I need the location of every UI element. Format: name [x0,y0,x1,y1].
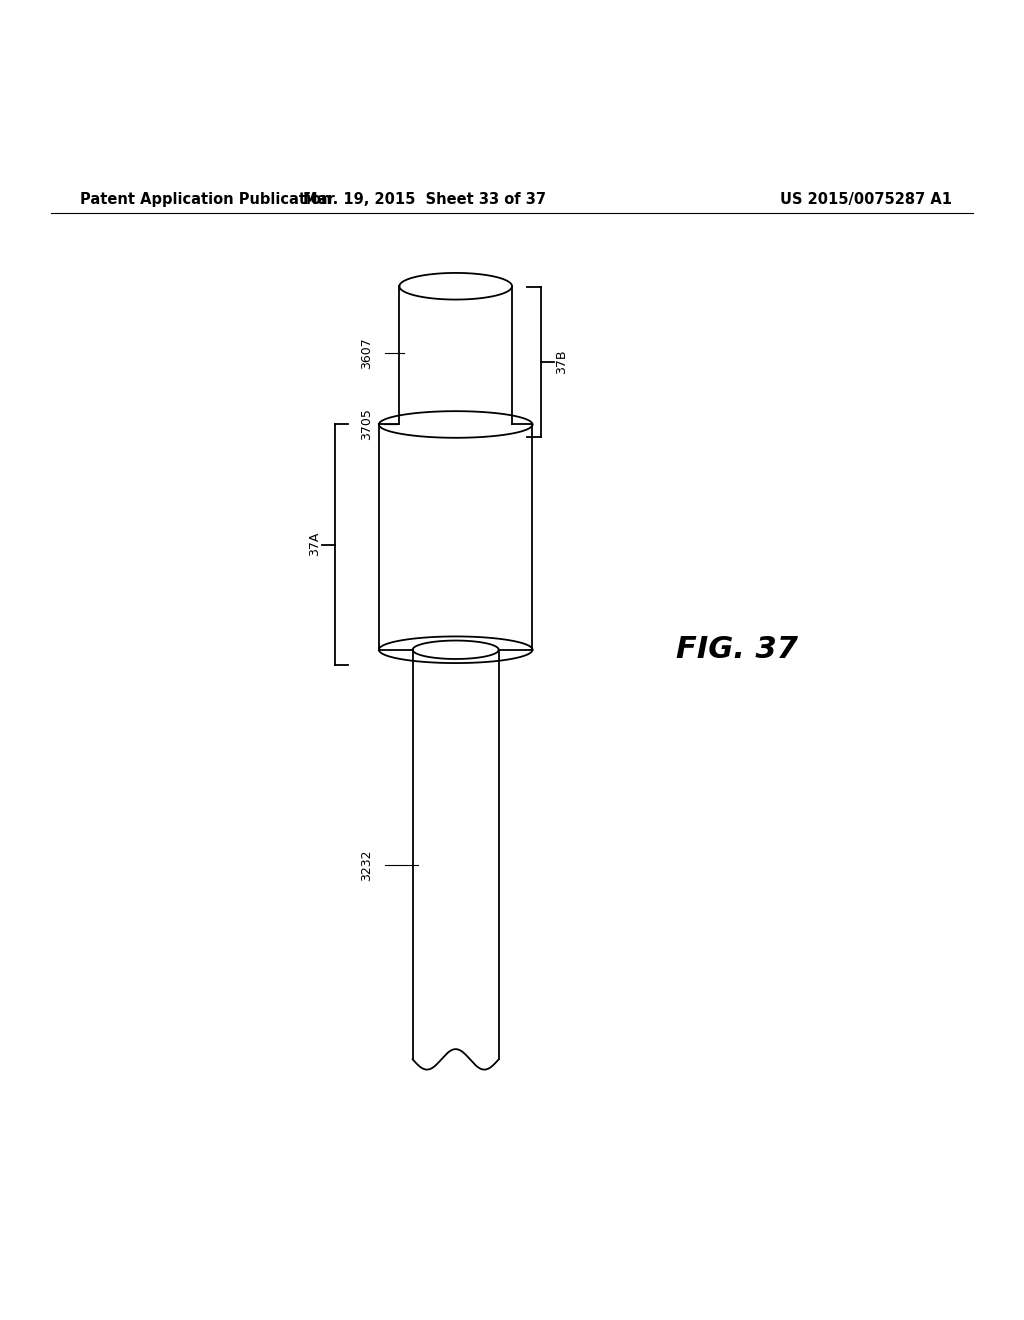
Text: Patent Application Publication: Patent Application Publication [80,191,332,207]
Text: 3232: 3232 [360,849,373,880]
Text: US 2015/0075287 A1: US 2015/0075287 A1 [780,191,952,207]
Text: 37B: 37B [555,350,567,375]
Text: FIG. 37: FIG. 37 [676,635,799,664]
Text: 3705: 3705 [360,409,373,441]
Text: Mar. 19, 2015  Sheet 33 of 37: Mar. 19, 2015 Sheet 33 of 37 [303,191,547,207]
Text: 3607: 3607 [360,337,373,368]
Text: 37A: 37A [308,532,321,557]
